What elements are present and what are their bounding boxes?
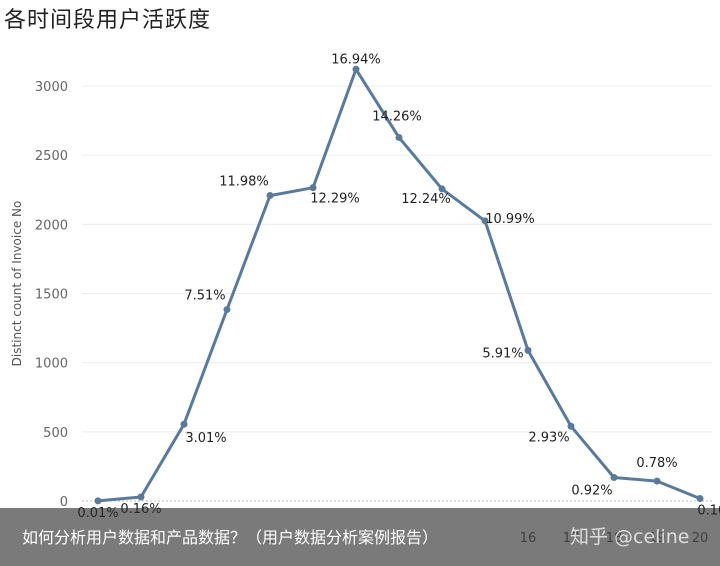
- data-label: 10.99%: [485, 212, 535, 227]
- y-tick-label: 1000: [35, 357, 68, 372]
- data-label: 12.24%: [401, 192, 451, 207]
- data-point: [352, 65, 360, 73]
- data-label: 5.91%: [482, 346, 523, 361]
- data-label: 16.94%: [331, 52, 381, 67]
- chart-title: 各时间段用户活跃度: [4, 8, 212, 33]
- data-point: [696, 495, 704, 503]
- y-tick-label: 1500: [35, 288, 68, 303]
- data-point: [610, 473, 618, 481]
- data-label: 2.93%: [528, 430, 569, 445]
- data-point: [438, 185, 446, 193]
- data-label: 7.51%: [184, 289, 225, 304]
- y-tick-label: 2500: [35, 149, 68, 164]
- data-label: 11.98%: [219, 175, 269, 190]
- grid-layer: [82, 85, 712, 502]
- data-point: [395, 133, 403, 141]
- data-labels-layer: 0.01%0.16%3.01%7.51%11.98%12.29%16.94%14…: [77, 52, 720, 521]
- data-label: 0.92%: [571, 483, 612, 498]
- data-point: [309, 184, 317, 192]
- data-point: [266, 192, 274, 200]
- data-label: 14.26%: [372, 109, 422, 124]
- data-point: [137, 493, 145, 501]
- data-label: 3.01%: [185, 431, 226, 446]
- data-point: [653, 477, 661, 485]
- data-point: [481, 217, 489, 225]
- data-point: [94, 497, 102, 505]
- data-point: [524, 346, 532, 354]
- y-tick-labels: 0 500 1000 1500 2000 2500 3000: [35, 80, 68, 510]
- data-label: 0.78%: [636, 456, 677, 471]
- data-point: [567, 422, 575, 430]
- y-tick-label: 0: [60, 495, 68, 510]
- y-axis-title: Distinct count of Invoice No: [10, 201, 24, 367]
- watermark-text: 知乎 @celine: [570, 526, 690, 548]
- y-tick-label: 3000: [35, 80, 68, 95]
- data-point: [180, 420, 188, 428]
- caption-text: 如何分析用户数据和产品数据？（用户数据分析案例报告）: [22, 528, 439, 547]
- data-point: [223, 306, 231, 314]
- caption-overlay: [0, 508, 720, 566]
- y-tick-label: 2000: [35, 218, 68, 233]
- data-label: 12.29%: [310, 192, 360, 207]
- data-points-layer: [94, 65, 704, 505]
- y-tick-label: 500: [43, 426, 68, 441]
